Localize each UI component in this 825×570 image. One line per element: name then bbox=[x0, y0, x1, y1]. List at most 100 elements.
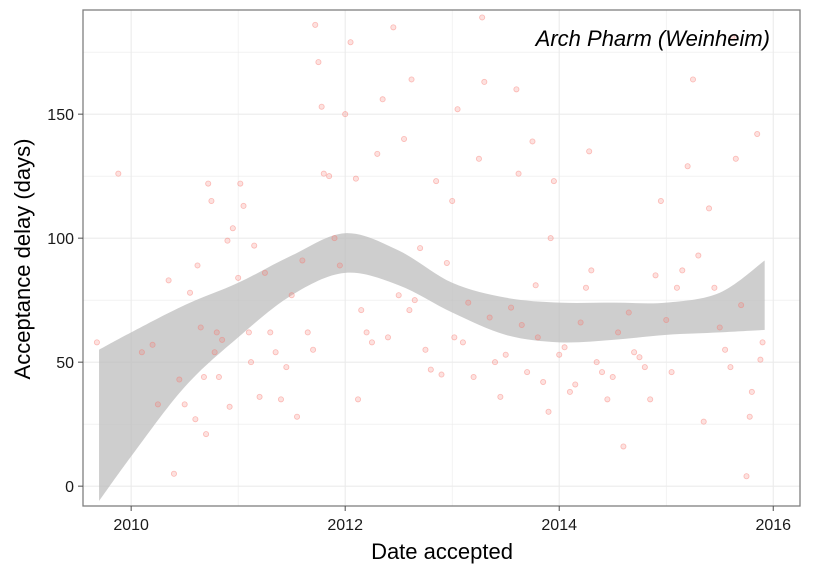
data-point bbox=[722, 346, 729, 353]
data-point bbox=[518, 321, 525, 328]
data-point bbox=[294, 413, 301, 420]
data-point bbox=[181, 401, 188, 408]
data-point bbox=[358, 307, 365, 314]
data-point bbox=[508, 304, 515, 311]
data-point bbox=[154, 401, 161, 408]
data-point bbox=[631, 349, 638, 356]
y-tick-label: 150 bbox=[47, 107, 74, 124]
data-point bbox=[115, 170, 122, 177]
data-point bbox=[454, 106, 461, 113]
data-point bbox=[729, 34, 736, 41]
data-point bbox=[318, 103, 325, 110]
data-point bbox=[727, 364, 734, 371]
data-point bbox=[529, 138, 536, 145]
data-point bbox=[261, 269, 268, 276]
data-point bbox=[149, 341, 156, 348]
smooth-band-layer bbox=[99, 233, 765, 502]
data-point bbox=[684, 163, 691, 170]
data-point bbox=[384, 334, 391, 341]
data-point bbox=[679, 267, 686, 274]
data-point bbox=[547, 235, 554, 242]
data-point bbox=[711, 284, 718, 291]
data-point bbox=[200, 374, 207, 381]
data-point bbox=[716, 324, 723, 331]
data-point bbox=[401, 135, 408, 142]
data-point bbox=[706, 205, 713, 212]
data-point bbox=[219, 336, 226, 343]
data-point bbox=[272, 349, 279, 356]
data-point bbox=[256, 393, 263, 400]
data-point bbox=[390, 24, 397, 31]
data-point bbox=[352, 175, 359, 182]
data-point bbox=[695, 252, 702, 259]
data-point bbox=[320, 170, 327, 177]
tick-layer: 2010 2012 2014 2016 0 50 100 150 bbox=[47, 107, 791, 534]
data-point bbox=[427, 366, 434, 373]
data-point bbox=[513, 86, 520, 93]
data-point bbox=[93, 339, 100, 346]
data-point bbox=[408, 76, 415, 83]
data-point bbox=[283, 364, 290, 371]
data-point bbox=[545, 408, 552, 415]
data-point bbox=[615, 329, 622, 336]
data-point bbox=[170, 470, 177, 477]
data-point bbox=[229, 225, 236, 232]
data-point bbox=[625, 309, 632, 316]
data-point bbox=[700, 418, 707, 425]
data-point bbox=[347, 39, 354, 46]
data-point bbox=[641, 364, 648, 371]
data-point bbox=[743, 473, 750, 480]
data-point bbox=[673, 284, 680, 291]
data-point bbox=[194, 262, 201, 269]
data-point bbox=[235, 274, 242, 281]
data-point bbox=[481, 78, 488, 85]
y-tick-label: 0 bbox=[65, 479, 74, 496]
data-point bbox=[240, 202, 247, 209]
data-point bbox=[566, 388, 573, 395]
data-point bbox=[336, 262, 343, 269]
data-point bbox=[652, 272, 659, 279]
data-point bbox=[663, 316, 670, 323]
data-point bbox=[497, 393, 504, 400]
data-point bbox=[208, 197, 215, 204]
x-tick-label: 2014 bbox=[541, 517, 577, 534]
data-point bbox=[470, 374, 477, 381]
data-point bbox=[355, 396, 362, 403]
data-point bbox=[647, 396, 654, 403]
smooth-ribbon bbox=[99, 233, 765, 502]
data-point bbox=[657, 197, 664, 204]
data-point bbox=[532, 282, 539, 289]
data-point bbox=[449, 197, 456, 204]
data-point bbox=[451, 334, 458, 341]
data-point bbox=[213, 329, 220, 336]
data-point bbox=[422, 346, 429, 353]
data-point bbox=[668, 369, 675, 376]
data-point bbox=[479, 14, 486, 21]
data-point bbox=[582, 284, 589, 291]
data-point bbox=[515, 170, 522, 177]
data-point bbox=[245, 329, 252, 336]
data-point bbox=[540, 378, 547, 385]
data-point bbox=[620, 443, 627, 450]
data-point bbox=[315, 59, 322, 66]
data-point bbox=[524, 369, 531, 376]
data-point bbox=[310, 346, 317, 353]
data-point bbox=[556, 351, 563, 358]
data-point bbox=[443, 259, 450, 266]
data-point bbox=[572, 381, 579, 388]
data-point bbox=[604, 396, 611, 403]
data-point bbox=[459, 339, 466, 346]
data-point bbox=[248, 359, 255, 366]
data-point bbox=[187, 289, 194, 296]
data-point bbox=[609, 374, 616, 381]
points-layer bbox=[93, 14, 766, 480]
data-point bbox=[197, 324, 204, 331]
data-point bbox=[577, 319, 584, 326]
data-point bbox=[211, 349, 218, 356]
data-point bbox=[732, 155, 739, 162]
data-point bbox=[138, 349, 145, 356]
data-point bbox=[251, 242, 258, 249]
data-point bbox=[331, 235, 338, 242]
data-point bbox=[475, 155, 482, 162]
